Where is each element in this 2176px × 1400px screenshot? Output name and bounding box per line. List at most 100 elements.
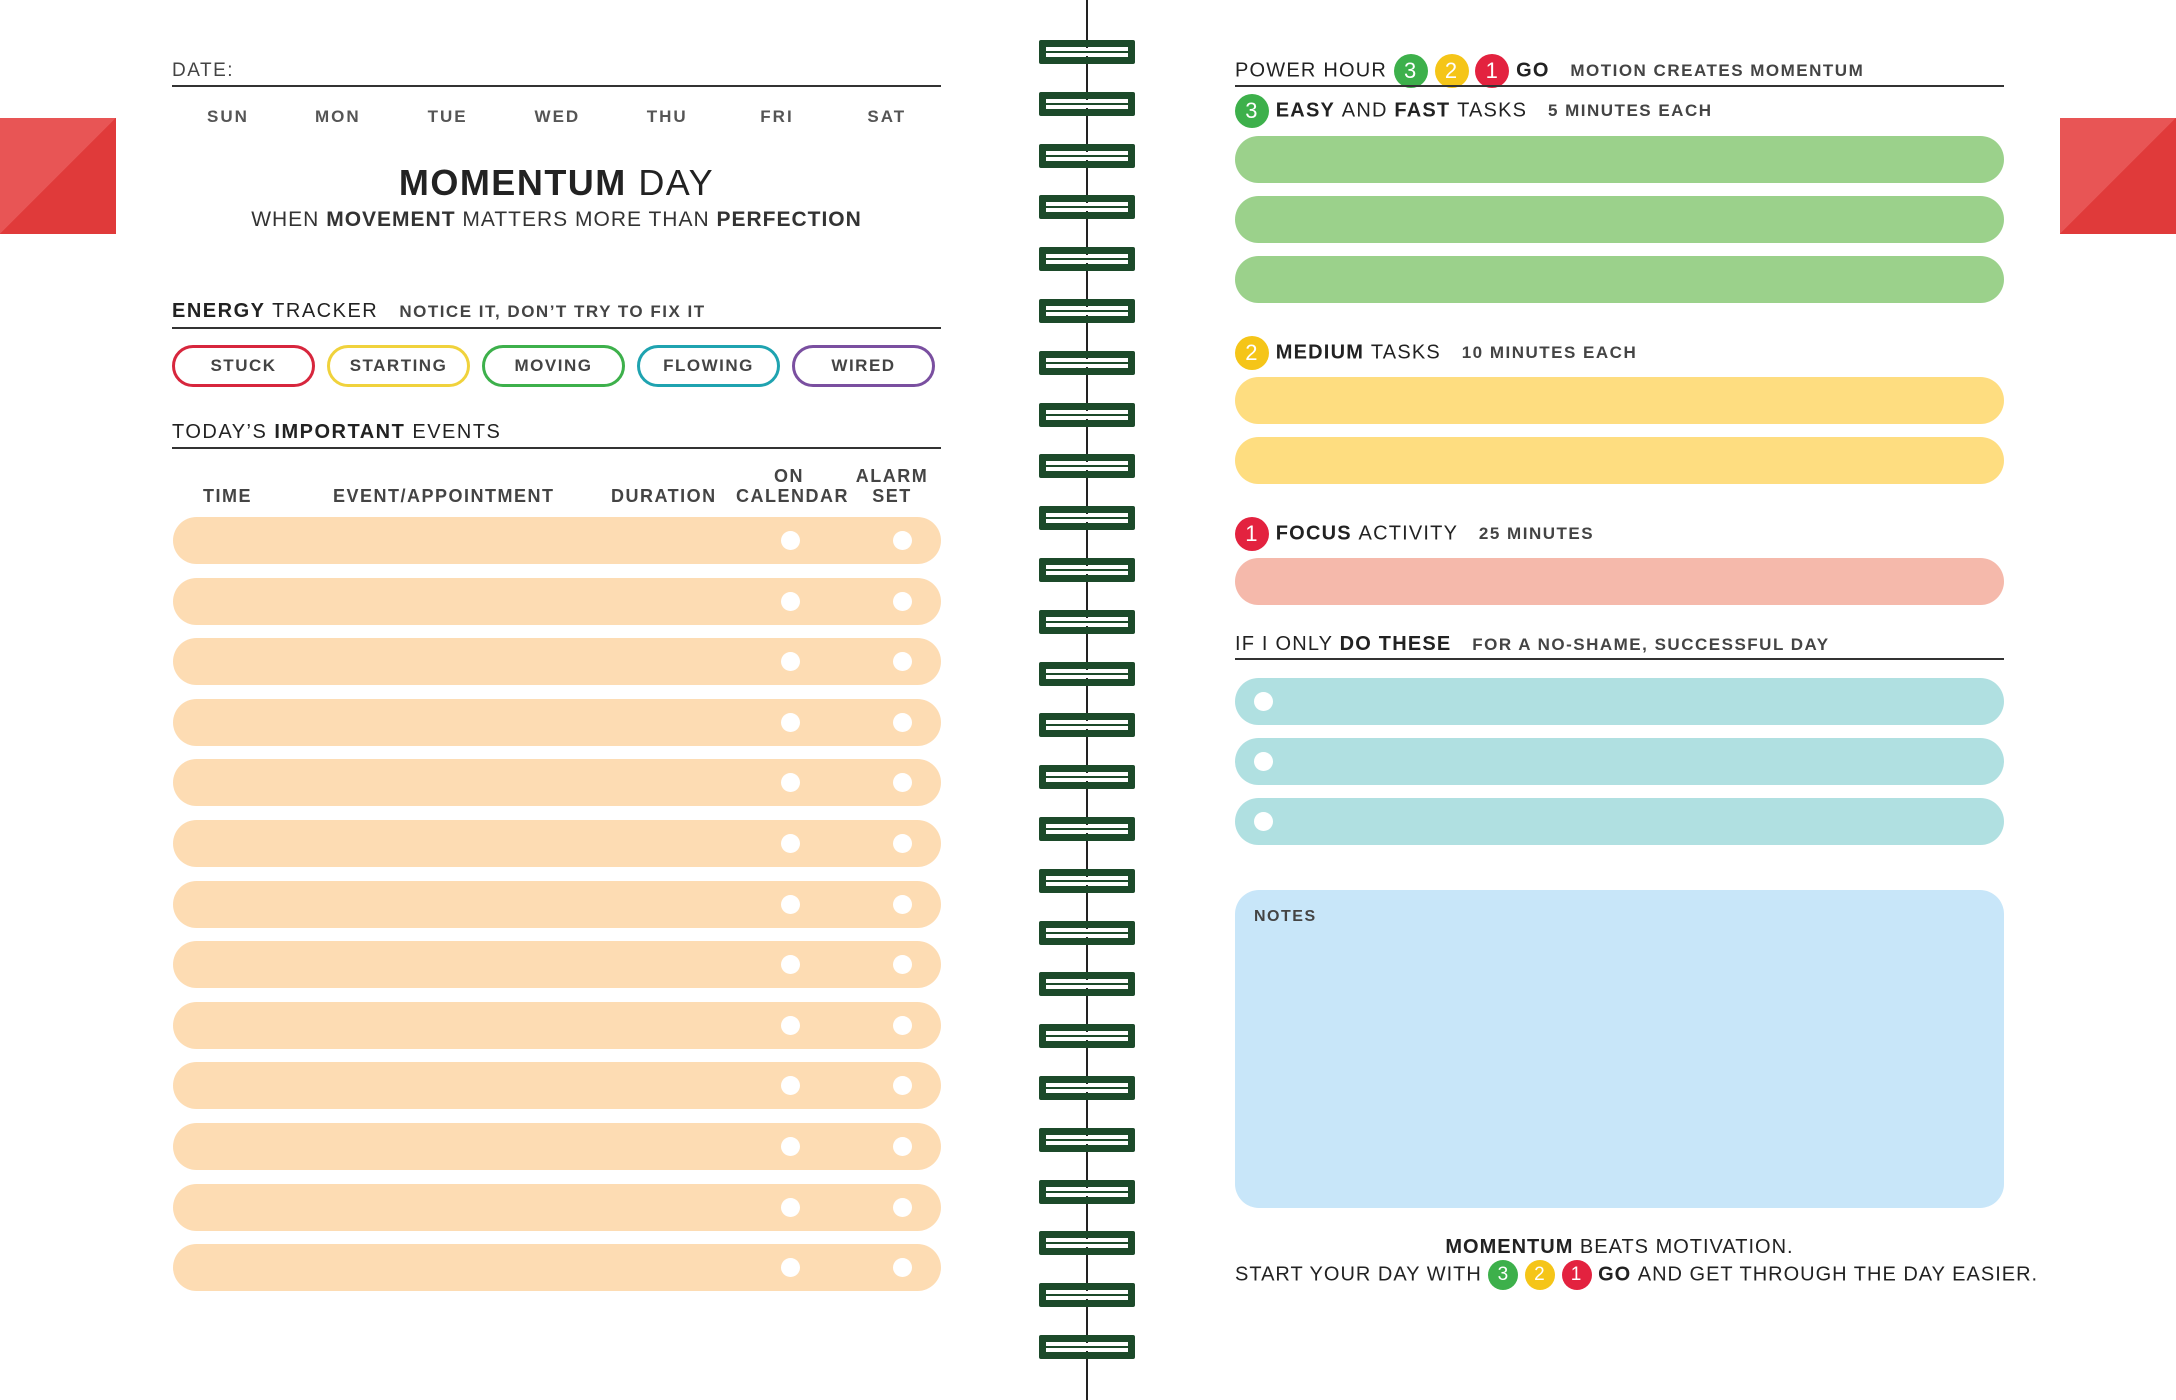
do-these-heading: IF I ONLY DO THESE FOR A NO-SHAME, SUCCE… <box>1235 633 1830 656</box>
alarm-set-checkbox[interactable] <box>893 1015 912 1035</box>
on-calendar-checkbox[interactable] <box>781 531 800 550</box>
event-row[interactable] <box>173 1244 941 1292</box>
on-calendar-checkbox[interactable] <box>781 773 800 793</box>
weekday-label[interactable]: TUE <box>427 107 468 126</box>
event-row[interactable] <box>173 1183 941 1231</box>
on-calendar-checkbox[interactable] <box>781 834 800 853</box>
on-calendar-checkbox[interactable] <box>781 1137 800 1156</box>
medium-bold: MEDIUM <box>1275 341 1365 364</box>
on-calendar-checkbox[interactable] <box>781 1258 800 1278</box>
event-row[interactable] <box>173 1123 941 1170</box>
fast-bold: FAST <box>1394 99 1451 122</box>
easy-task-field[interactable] <box>1235 196 2004 243</box>
event-row[interactable] <box>173 759 941 807</box>
notes-box[interactable]: NOTES <box>1235 890 2004 1208</box>
footer-line-2: START YOUR DAY WITH 3 2 1 GO AND GET THR… <box>1235 1260 2037 1290</box>
easy-task-field[interactable] <box>1235 136 2004 183</box>
number-one-badge: 1 <box>1235 517 1269 551</box>
energy-option-moving[interactable]: MOVING <box>482 345 625 387</box>
alarm-set-checkbox[interactable] <box>893 894 912 914</box>
do-these-line <box>1235 658 2004 660</box>
spiral-coil <box>1039 1076 1135 1100</box>
medium-task-field[interactable] <box>1235 437 2004 484</box>
do-these-field[interactable] <box>1235 738 2004 785</box>
bullet-checkbox[interactable] <box>1254 812 1273 831</box>
event-row[interactable] <box>173 577 941 625</box>
weekday-label[interactable]: SAT <box>867 107 907 126</box>
alarm-set-checkbox[interactable] <box>893 1258 912 1278</box>
on-calendar-checkbox[interactable] <box>781 591 800 611</box>
energy-tracker-heading: ENERGY TRACKER NOTICE IT, DON’T TRY TO F… <box>172 300 706 323</box>
energy-line <box>172 327 941 329</box>
weekday-label[interactable]: SUN <box>207 107 249 126</box>
bullet-checkbox[interactable] <box>1254 752 1273 771</box>
on-calendar-checkbox[interactable] <box>781 652 800 672</box>
alarm-set-checkbox[interactable] <box>893 591 912 611</box>
event-row[interactable] <box>173 1062 941 1110</box>
alarm-set-checkbox[interactable] <box>893 1137 912 1156</box>
energy-option-flowing[interactable]: FLOWING <box>637 345 780 387</box>
alarm-set-checkbox[interactable] <box>893 834 912 853</box>
spiral-coil <box>1039 91 1135 116</box>
spiral-coil <box>1039 350 1135 375</box>
do-these-field[interactable] <box>1235 798 2004 845</box>
col-alarm-set: ALARM SET <box>852 466 932 506</box>
on-calendar-checkbox[interactable] <box>781 1015 800 1035</box>
alarm-set-checkbox[interactable] <box>893 773 912 793</box>
energy-heading-rest: TRACKER <box>272 300 379 322</box>
alarm-set-checkbox[interactable] <box>893 955 912 975</box>
spiral-coil <box>1039 402 1135 427</box>
spiral-coil <box>1039 920 1135 945</box>
alarm-set-checkbox[interactable] <box>893 531 912 550</box>
event-row[interactable] <box>173 517 941 564</box>
weekday-label[interactable]: MON <box>314 107 361 126</box>
alarm-set-checkbox[interactable] <box>893 1076 912 1096</box>
right-page-tab <box>2060 118 2176 234</box>
spiral-coil <box>1039 506 1135 531</box>
event-row[interactable] <box>173 941 941 989</box>
on-calendar-checkbox[interactable] <box>781 712 800 732</box>
weekday-label[interactable]: THU <box>646 107 688 126</box>
on-calendar-checkbox[interactable] <box>781 1076 800 1096</box>
spiral-coil <box>1039 765 1135 790</box>
alarm-set-checkbox[interactable] <box>893 1197 912 1217</box>
alarm-set-checkbox[interactable] <box>893 712 912 732</box>
spiral-coil <box>1039 454 1135 479</box>
subtitle-bold: MOVEMENT <box>326 208 456 231</box>
on-calendar-checkbox[interactable] <box>781 955 800 975</box>
medium-task-field[interactable] <box>1235 377 2004 424</box>
do-these-field[interactable] <box>1235 678 2004 725</box>
number-three-badge: 3 <box>1393 54 1428 88</box>
event-row[interactable] <box>173 1001 941 1049</box>
power-hour-heading: POWER HOUR 3 2 1 GO MOTION CREATES MOMEN… <box>1235 54 1864 88</box>
footer-go: GO <box>1598 1263 1632 1286</box>
do-these-bold: DO THESE <box>1339 633 1452 655</box>
event-row[interactable] <box>173 880 941 928</box>
events-line <box>172 447 941 449</box>
focus-activity-field[interactable] <box>1235 558 2004 605</box>
weekday-label[interactable]: WED <box>534 107 581 126</box>
energy-option-starting[interactable]: STARTING <box>327 345 470 387</box>
alarm-set-checkbox[interactable] <box>893 652 912 672</box>
event-row[interactable] <box>173 638 941 686</box>
on-calendar-checkbox[interactable] <box>781 894 800 914</box>
easy-task-field[interactable] <box>1235 256 2004 303</box>
energy-option-stuck[interactable]: STUCK <box>172 345 315 387</box>
col-alarm-2: SET <box>872 486 912 506</box>
spine-line <box>1086 0 1088 1400</box>
event-row[interactable] <box>173 698 941 746</box>
col-duration: DURATION <box>611 486 717 506</box>
weekday-label[interactable]: FRI <box>760 107 794 126</box>
easy-bold: EASY <box>1275 99 1336 122</box>
energy-option-wired[interactable]: WIRED <box>792 345 935 387</box>
col-alarm-1: ALARM <box>855 466 929 486</box>
on-calendar-checkbox[interactable] <box>781 1197 800 1217</box>
notes-label: NOTES <box>1254 908 1317 925</box>
energy-note: NOTICE IT, DON’T TRY TO FIX IT <box>399 302 706 321</box>
event-row[interactable] <box>173 820 941 867</box>
number-one-badge: 1 <box>1475 54 1510 88</box>
bullet-checkbox[interactable] <box>1254 692 1273 711</box>
spiral-coil <box>1039 1283 1135 1308</box>
easy-rest: TASKS <box>1457 99 1528 122</box>
spiral-coil <box>1039 40 1135 64</box>
